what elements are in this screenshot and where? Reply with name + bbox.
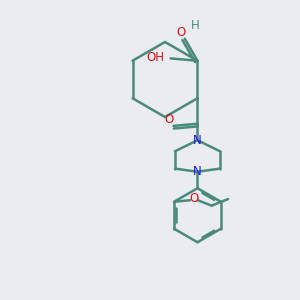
Text: H: H <box>191 19 200 32</box>
Text: O: O <box>176 26 186 39</box>
Text: O: O <box>189 192 198 205</box>
Text: OH: OH <box>146 51 164 64</box>
Text: N: N <box>193 165 202 178</box>
Text: N: N <box>193 134 202 147</box>
Text: O: O <box>164 113 174 126</box>
